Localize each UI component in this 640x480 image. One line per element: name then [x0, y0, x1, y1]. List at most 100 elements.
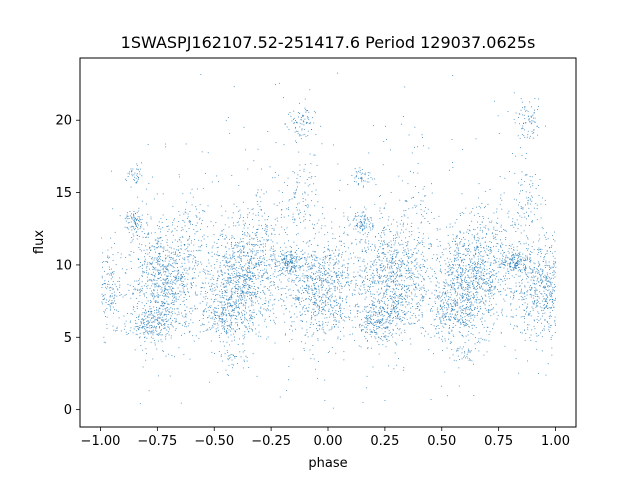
data-point — [116, 288, 118, 290]
data-point — [217, 324, 219, 326]
data-point — [463, 232, 465, 234]
data-point — [300, 118, 302, 120]
data-point — [222, 292, 224, 294]
data-point — [258, 303, 260, 305]
data-point — [271, 260, 273, 262]
data-point — [483, 275, 485, 277]
data-point — [357, 303, 358, 305]
data-point — [300, 251, 302, 252]
data-point — [404, 298, 405, 300]
data-point — [326, 324, 328, 326]
data-point — [296, 244, 298, 246]
data-point — [236, 275, 237, 277]
data-point — [331, 293, 333, 295]
data-point — [298, 259, 300, 261]
data-point — [185, 299, 187, 300]
data-point — [263, 291, 264, 293]
data-point — [161, 301, 162, 302]
data-point — [460, 241, 462, 242]
data-point — [166, 315, 168, 317]
data-point — [208, 305, 210, 307]
data-point — [252, 257, 254, 259]
data-point — [350, 312, 351, 314]
data-point — [315, 189, 317, 191]
data-point — [158, 278, 159, 280]
data-point — [158, 241, 160, 242]
data-point — [186, 283, 188, 285]
data-point — [179, 248, 181, 250]
data-point — [252, 292, 254, 294]
data-point — [303, 121, 305, 123]
data-point — [165, 313, 166, 315]
data-point — [206, 304, 207, 306]
data-point — [318, 292, 320, 294]
data-point — [371, 304, 373, 306]
data-point — [230, 281, 232, 283]
data-point — [141, 318, 143, 320]
data-point — [244, 350, 246, 352]
data-point — [478, 238, 480, 240]
data-point — [214, 267, 216, 269]
data-point — [359, 275, 361, 277]
data-point — [273, 229, 275, 231]
data-point — [469, 259, 471, 261]
data-point — [334, 326, 336, 327]
data-point — [280, 298, 281, 300]
data-point — [230, 321, 232, 323]
data-point — [176, 263, 178, 264]
data-point — [133, 306, 134, 308]
data-point — [337, 314, 338, 316]
data-point — [307, 241, 309, 243]
data-point — [125, 257, 127, 258]
data-point — [293, 119, 294, 120]
data-point — [215, 318, 217, 319]
data-point — [167, 324, 169, 326]
data-point — [146, 236, 147, 238]
data-point — [167, 255, 169, 257]
data-point — [292, 262, 294, 263]
data-point — [324, 256, 326, 258]
data-point — [216, 280, 218, 282]
data-point — [170, 335, 172, 337]
data-point — [374, 244, 376, 246]
data-point — [475, 253, 477, 255]
data-point — [229, 298, 231, 300]
data-point — [168, 279, 169, 281]
data-point — [163, 319, 165, 321]
data-point — [181, 235, 183, 237]
data-point — [155, 327, 157, 328]
data-point — [455, 290, 456, 292]
data-point — [376, 312, 378, 313]
data-point — [168, 319, 170, 321]
data-point — [266, 269, 267, 271]
data-point — [235, 318, 237, 319]
data-point — [386, 278, 388, 280]
data-point — [244, 283, 246, 285]
data-point — [225, 313, 227, 315]
data-point — [309, 240, 311, 242]
data-point — [119, 284, 121, 286]
data-point — [338, 255, 339, 257]
data-point — [395, 305, 396, 307]
data-point — [216, 307, 217, 309]
data-point — [409, 278, 411, 280]
data-point — [224, 320, 226, 322]
data-point — [172, 302, 174, 303]
data-point — [186, 306, 188, 308]
data-point — [337, 281, 338, 283]
data-point — [147, 323, 149, 325]
data-point — [231, 311, 233, 312]
data-point — [285, 261, 286, 263]
data-point — [472, 263, 474, 264]
data-point — [295, 190, 297, 192]
data-point — [275, 259, 277, 261]
data-point — [434, 271, 435, 272]
data-point — [148, 311, 150, 313]
data-point — [166, 307, 167, 309]
data-point — [368, 311, 370, 313]
data-point — [138, 319, 140, 320]
data-point — [137, 176, 139, 177]
data-point — [141, 265, 143, 266]
data-point — [223, 286, 225, 288]
data-point — [232, 250, 234, 252]
